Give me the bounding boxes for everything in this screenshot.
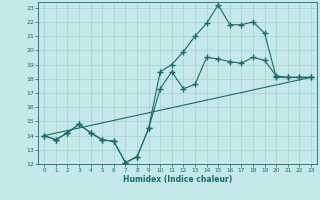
X-axis label: Humidex (Indice chaleur): Humidex (Indice chaleur)	[123, 175, 232, 184]
